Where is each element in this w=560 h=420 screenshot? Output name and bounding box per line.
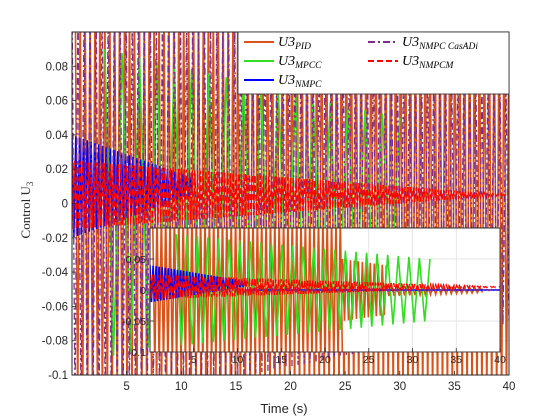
main-y-tick-label: 0.02 (46, 164, 68, 176)
main-x-tick-label: 40 (503, 381, 516, 393)
legend-label-main: U3 (402, 54, 419, 69)
legend-label-main: U3 (278, 73, 295, 88)
main-x-tick-label: 30 (393, 381, 406, 393)
legend-label-sub: PID (294, 42, 311, 52)
y-axis-label-subscript: 3 (25, 181, 35, 186)
legend-label-sub: NMPCM (418, 61, 454, 71)
main-y-tick-label: -0.1 (48, 370, 68, 382)
inset-y-tick-label: -0.05 (122, 316, 146, 328)
legend-label-main: U3 (278, 35, 295, 50)
main-y-tick-label: 0.04 (46, 130, 69, 142)
main-tick-labels: 5 10 15 20 25 30 35 40 0.08 0.06 0.04 0.02 0 -0.02 -0.… (42, 61, 516, 393)
legend-label-main: U3 (402, 35, 419, 50)
main-y-tick-label: 0.08 (46, 61, 68, 73)
inset-x-tick-label: 15 (275, 354, 287, 366)
legend-label: U3NMPCM (402, 54, 455, 71)
inset-x-tick-label: 20 (319, 354, 331, 366)
main-y-tick-label: 0 (62, 199, 68, 211)
inset-y-tick-label: 0.05 (126, 254, 147, 266)
inset-x-tick-label: 35 (450, 354, 462, 366)
legend-label-sub: MPCC (294, 61, 322, 71)
inset-y-tick-label: 0 (140, 285, 146, 297)
inset-series-layer (150, 228, 500, 352)
legend-label-sub: NMPC (294, 80, 322, 90)
x-axis-label: Time (s) (260, 401, 307, 416)
legend-label-main: U3 (278, 54, 295, 69)
legend-item-mpcc: U3MPCC (244, 54, 322, 71)
main-y-tick-label: 0.06 (46, 96, 68, 108)
main-x-tick-label: 15 (229, 381, 242, 393)
legend-item-pid: U3PID (244, 35, 311, 52)
y-axis-label: Control U3 (18, 181, 35, 238)
inset-tick-labels: 5 10 15 20 25 30 35 40 0.05 0 -0.05 -0.1 (122, 254, 506, 366)
legend-label: U3NMPC (278, 73, 322, 90)
main-x-tick-label: 35 (448, 381, 461, 393)
inset-x-tick-label: 40 (494, 354, 506, 366)
main-x-tick-label: 20 (284, 381, 297, 393)
inset-series-mpcc (175, 234, 431, 346)
y-axis-label-text: Control U (18, 185, 33, 238)
legend-label: U3MPCC (278, 54, 322, 71)
inset-plot-area: 5 10 15 20 25 30 35 40 0.05 0 -0.05 -0.1 (122, 227, 506, 366)
inset-x-tick-label: 10 (232, 354, 244, 366)
inset-x-tick-label: 5 (191, 354, 197, 366)
main-x-tick-label: 5 (123, 381, 129, 393)
inset-x-tick-label: 25 (363, 354, 375, 366)
inset-y-tick-label: -0.1 (128, 347, 146, 359)
legend-item-nmpc: U3NMPC (244, 73, 322, 90)
main-x-tick-label: 10 (175, 381, 188, 393)
main-series-nmpcm (72, 160, 509, 230)
inset-x-tick-label: 30 (407, 354, 419, 366)
legend-label: U3PID (278, 35, 311, 52)
main-x-tick-label: 25 (339, 381, 352, 393)
inset-series-nmpcm (150, 274, 500, 300)
main-y-tick-label: -0.08 (42, 336, 68, 348)
legend-item-nmpcm: U3NMPCM (368, 54, 455, 71)
main-y-tick-label: -0.06 (42, 301, 68, 313)
legend-label: U3NMPC CasADi (402, 35, 478, 52)
main-y-tick-label: -0.04 (42, 267, 69, 279)
legend-label-sub: NMPC CasADi (418, 42, 478, 52)
main-y-tick-label: -0.02 (42, 233, 68, 245)
legend-item-nmpc-casadi: U3NMPC CasADi (368, 35, 478, 52)
